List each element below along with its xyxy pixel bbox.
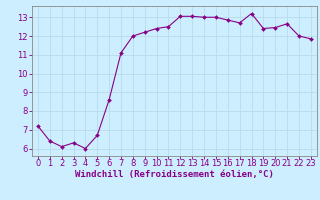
X-axis label: Windchill (Refroidissement éolien,°C): Windchill (Refroidissement éolien,°C) — [75, 170, 274, 179]
